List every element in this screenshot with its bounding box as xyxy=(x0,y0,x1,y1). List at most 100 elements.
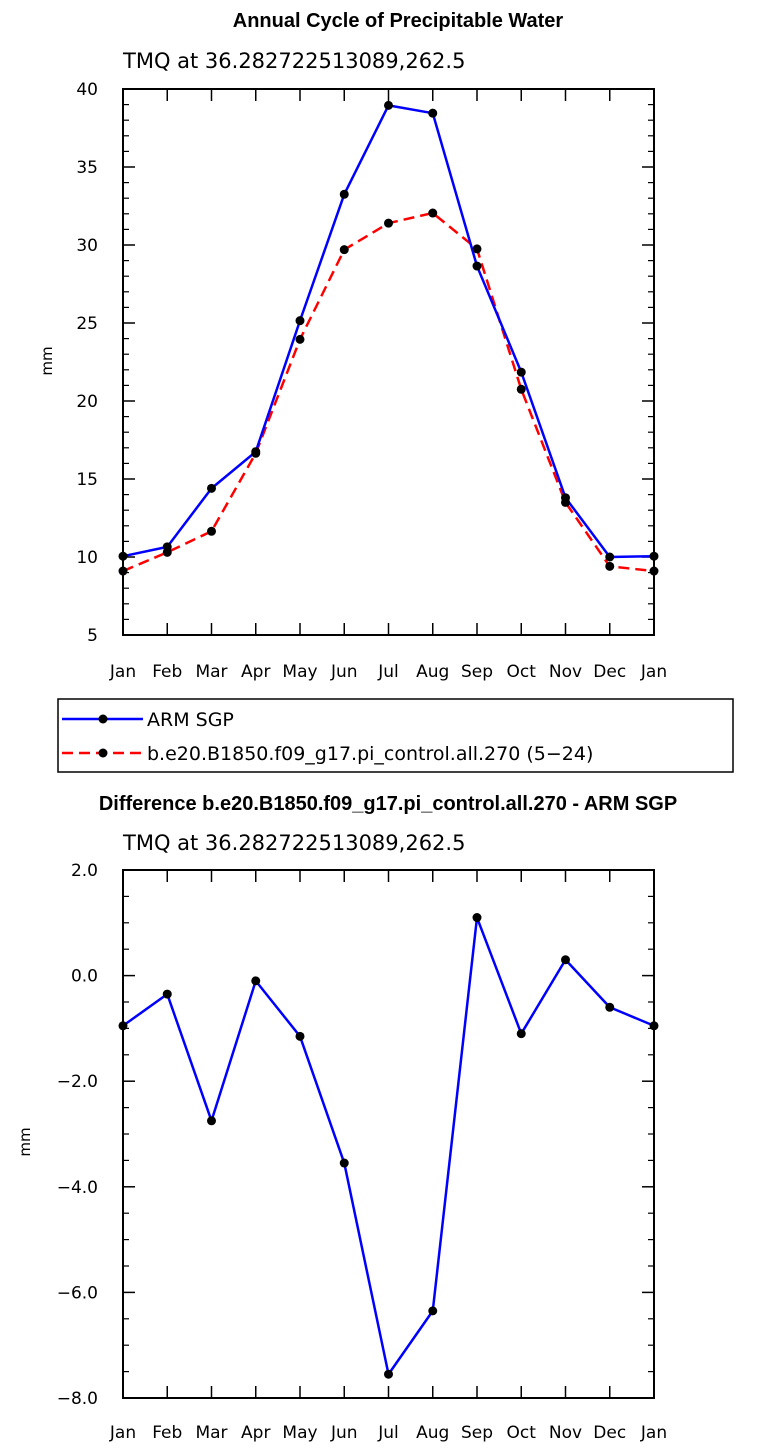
legend-item-model: b.e20.B1850.f09_g17.pi_control.all.270 (… xyxy=(62,743,593,765)
y-tick-label: 20 xyxy=(76,392,98,412)
data-point xyxy=(649,1021,659,1031)
x-tick-label: Oct xyxy=(507,662,537,682)
data-point xyxy=(428,208,438,218)
x-tick-label: Jun xyxy=(330,1423,358,1443)
x-tick-label: Jan xyxy=(109,1423,136,1443)
x-tick-label: Jan xyxy=(640,1423,667,1443)
data-point xyxy=(516,1029,526,1039)
data-point xyxy=(339,1158,349,1168)
plot-frame xyxy=(122,869,655,1399)
y-tick-label: −4.0 xyxy=(57,1178,98,1198)
data-point xyxy=(251,976,261,986)
data-point xyxy=(295,1031,305,1041)
legend-label: b.e20.B1850.f09_g17.pi_control.all.270 (… xyxy=(147,743,593,765)
data-point xyxy=(384,218,393,228)
data-point xyxy=(118,551,128,561)
data-point xyxy=(118,1021,128,1031)
data-point xyxy=(295,316,305,326)
x-tick-label: Oct xyxy=(507,1423,537,1443)
series-line xyxy=(122,104,655,559)
x-tick-label: Nov xyxy=(549,662,582,682)
data-point xyxy=(472,913,482,923)
x-tick-label: Feb xyxy=(152,1423,182,1443)
legend-box xyxy=(57,698,734,773)
data-point xyxy=(516,384,526,394)
y-tick-label: 30 xyxy=(76,236,98,256)
data-point xyxy=(472,261,482,271)
x-tick-label: May xyxy=(282,662,317,682)
data-point xyxy=(516,367,526,377)
y-tick-label: 0.0 xyxy=(71,967,98,987)
data-point xyxy=(251,447,261,457)
chart-subtitle: TMQ at 36.282722513089,262.5 xyxy=(122,831,465,855)
y-axis-label: mm xyxy=(38,346,56,375)
legend-item-arm-sgp: ARM SGP xyxy=(62,709,234,731)
data-point xyxy=(207,483,216,493)
y-tick-label: 5 xyxy=(87,626,98,646)
x-tick-label: Apr xyxy=(241,662,270,682)
chart-subtitle: TMQ at 36.282722513089,262.5 xyxy=(122,49,465,73)
data-point xyxy=(472,244,482,254)
data-point xyxy=(339,189,349,199)
data-point xyxy=(162,542,172,552)
y-tick-label: −6.0 xyxy=(57,1283,98,1303)
series-line xyxy=(122,211,655,573)
legend-marker xyxy=(98,748,108,758)
y-tick-label: 40 xyxy=(76,80,98,100)
x-tick-label: Nov xyxy=(549,1423,582,1443)
data-point xyxy=(605,552,615,562)
data-point xyxy=(207,1116,216,1126)
data-point xyxy=(428,1306,438,1316)
data-point xyxy=(561,955,570,965)
x-tick-label: Apr xyxy=(241,1423,270,1443)
data-point xyxy=(295,334,305,344)
x-tick-label: Dec xyxy=(593,1423,626,1443)
data-point xyxy=(428,108,438,118)
chart-title: Difference b.e20.B1850.f09_g17.pi_contro… xyxy=(99,793,677,815)
x-tick-label: Dec xyxy=(593,662,626,682)
x-tick-label: Sep xyxy=(461,1423,493,1443)
series-line xyxy=(122,916,655,1376)
data-point xyxy=(207,526,216,536)
x-tick-label: Sep xyxy=(461,662,493,682)
y-tick-label: 2.0 xyxy=(71,861,98,881)
data-point xyxy=(162,989,172,999)
data-point xyxy=(384,100,393,110)
x-tick-label: Mar xyxy=(195,1423,227,1443)
annual-cycle-chart: Annual Cycle of Precipitable Water TMQ a… xyxy=(38,10,734,773)
data-point xyxy=(605,1002,615,1012)
x-tick-label: Mar xyxy=(195,662,227,682)
x-tick-label: Feb xyxy=(152,662,182,682)
x-tick-label: Jun xyxy=(330,662,358,682)
data-point xyxy=(561,493,570,503)
plot-area: −8.0 −6.0 −4.0 −2.0 0.0 2.0 Jan Feb Mar Apr May Jun… xyxy=(57,861,667,1443)
x-tick-label: Jul xyxy=(377,662,399,682)
y-tick-label: −8.0 xyxy=(57,1389,98,1409)
y-tick-label: 15 xyxy=(76,470,98,490)
chart-title: Annual Cycle of Precipitable Water xyxy=(233,10,564,32)
data-point xyxy=(605,561,615,571)
plot-area: 5 10 15 20 25 30 35 40 Jan Feb Mar Apr May Jun Jul Aug S… xyxy=(76,80,667,682)
y-axis-label: mm xyxy=(16,1127,34,1156)
x-tick-label: Jan xyxy=(109,662,136,682)
y-tick-label: 25 xyxy=(76,314,98,334)
difference-chart: Difference b.e20.B1850.f09_g17.pi_contro… xyxy=(16,793,677,1443)
y-tick-label: 35 xyxy=(76,158,98,178)
legend-marker xyxy=(98,714,108,724)
legend: ARM SGP b.e20.B1850.f09_g17.pi_control.a… xyxy=(57,698,734,773)
data-point xyxy=(118,566,128,576)
legend-label: ARM SGP xyxy=(147,709,234,731)
x-tick-label: May xyxy=(282,1423,317,1443)
x-tick-label: Aug xyxy=(416,1423,449,1443)
y-tick-label: −2.0 xyxy=(57,1072,98,1092)
data-point xyxy=(649,566,659,576)
x-tick-label: Jan xyxy=(640,662,667,682)
data-point xyxy=(384,1369,393,1379)
data-point xyxy=(649,551,659,561)
x-tick-label: Jul xyxy=(377,1423,399,1443)
plot-frame xyxy=(122,88,655,636)
y-tick-label: 10 xyxy=(76,548,98,568)
data-point xyxy=(339,245,349,255)
x-tick-label: Aug xyxy=(416,662,449,682)
